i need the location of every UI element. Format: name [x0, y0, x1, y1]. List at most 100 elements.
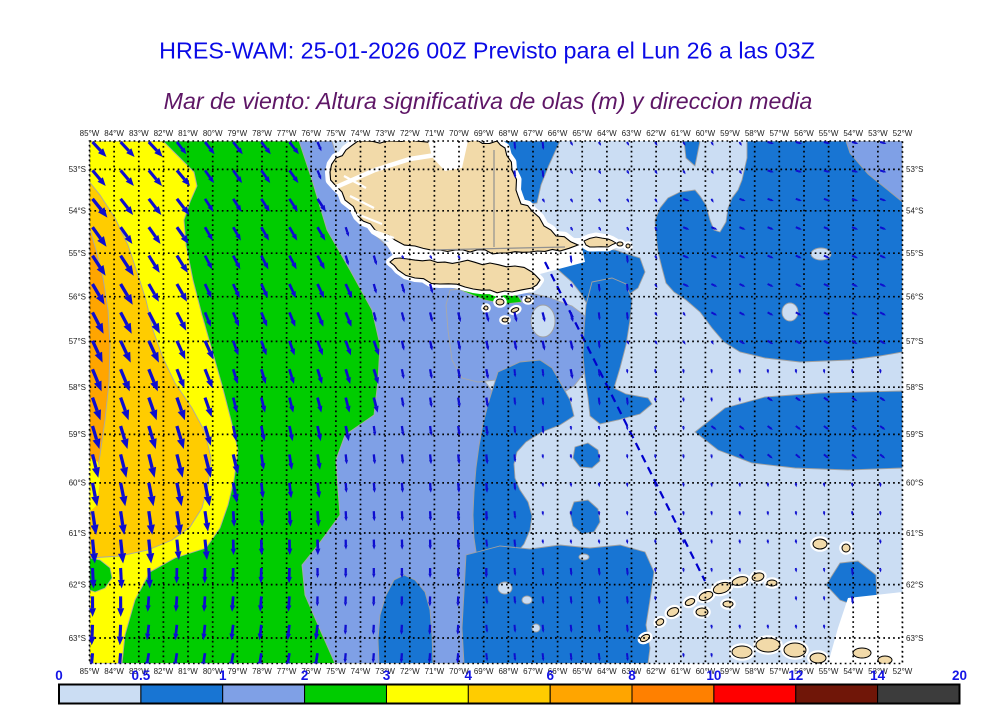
svg-text:80°W: 80°W: [203, 667, 223, 676]
svg-text:63°W: 63°W: [622, 667, 642, 676]
svg-text:60°S: 60°S: [906, 479, 923, 488]
svg-text:69°W: 69°W: [474, 129, 494, 138]
svg-text:63°W: 63°W: [622, 129, 642, 138]
svg-text:60°W: 60°W: [696, 129, 716, 138]
svg-text:70°W: 70°W: [449, 667, 469, 676]
svg-text:55°S: 55°S: [69, 249, 86, 258]
svg-text:59°W: 59°W: [720, 129, 740, 138]
svg-text:56°S: 56°S: [906, 293, 923, 302]
svg-text:82°W: 82°W: [154, 667, 174, 676]
svg-text:62°W: 62°W: [646, 667, 666, 676]
svg-text:63°S: 63°S: [906, 634, 923, 643]
svg-text:12: 12: [788, 668, 803, 683]
svg-text:52°W: 52°W: [893, 129, 913, 138]
svg-text:76°W: 76°W: [301, 667, 321, 676]
svg-text:61°S: 61°S: [69, 529, 86, 538]
svg-text:68°W: 68°W: [498, 667, 518, 676]
svg-text:73°W: 73°W: [375, 667, 395, 676]
svg-text:53°W: 53°W: [868, 129, 888, 138]
svg-text:67°W: 67°W: [523, 129, 543, 138]
svg-text:75°W: 75°W: [326, 667, 346, 676]
svg-text:59°S: 59°S: [69, 430, 86, 439]
svg-text:74°W: 74°W: [351, 129, 371, 138]
svg-text:56°S: 56°S: [69, 293, 86, 302]
svg-text:60°S: 60°S: [69, 479, 86, 488]
svg-text:57°S: 57°S: [906, 337, 923, 346]
svg-text:66°W: 66°W: [548, 667, 568, 676]
svg-text:83°W: 83°W: [129, 129, 149, 138]
svg-text:6: 6: [546, 668, 554, 683]
svg-text:57°W: 57°W: [769, 129, 789, 138]
svg-text:59°S: 59°S: [906, 430, 923, 439]
svg-text:71°W: 71°W: [425, 667, 445, 676]
svg-text:3: 3: [383, 668, 391, 683]
svg-text:53°S: 53°S: [906, 165, 923, 174]
svg-text:77°W: 77°W: [277, 667, 297, 676]
svg-text:77°W: 77°W: [277, 129, 297, 138]
svg-text:80°W: 80°W: [203, 129, 223, 138]
svg-text:76°W: 76°W: [301, 129, 321, 138]
svg-text:79°W: 79°W: [227, 129, 247, 138]
svg-text:54°S: 54°S: [906, 207, 923, 216]
svg-text:79°W: 79°W: [227, 667, 247, 676]
svg-text:72°W: 72°W: [400, 667, 420, 676]
svg-text:52°W: 52°W: [893, 667, 913, 676]
svg-text:56°W: 56°W: [794, 667, 814, 676]
svg-text:73°W: 73°W: [375, 129, 395, 138]
svg-text:85°W: 85°W: [80, 667, 100, 676]
svg-text:70°W: 70°W: [449, 129, 469, 138]
svg-text:4: 4: [465, 668, 473, 683]
svg-text:67°W: 67°W: [523, 667, 543, 676]
svg-text:65°W: 65°W: [572, 129, 592, 138]
svg-text:53°W: 53°W: [868, 667, 888, 676]
svg-text:55°W: 55°W: [819, 667, 839, 676]
svg-text:55°S: 55°S: [906, 249, 923, 258]
svg-text:82°W: 82°W: [154, 129, 174, 138]
svg-text:84°W: 84°W: [104, 667, 124, 676]
svg-text:57°W: 57°W: [769, 667, 789, 676]
svg-text:14: 14: [870, 668, 886, 683]
svg-text:83°W: 83°W: [129, 667, 149, 676]
svg-text:60°W: 60°W: [696, 667, 716, 676]
svg-text:53°S: 53°S: [69, 165, 86, 174]
svg-text:62°W: 62°W: [646, 129, 666, 138]
svg-text:58°S: 58°S: [69, 383, 86, 392]
svg-text:84°W: 84°W: [104, 129, 124, 138]
svg-text:61°W: 61°W: [671, 667, 691, 676]
svg-text:57°S: 57°S: [69, 337, 86, 346]
svg-text:58°S: 58°S: [906, 383, 923, 392]
svg-text:1: 1: [219, 668, 227, 683]
svg-text:65°W: 65°W: [572, 667, 592, 676]
svg-text:75°W: 75°W: [326, 129, 346, 138]
svg-text:78°W: 78°W: [252, 667, 272, 676]
svg-text:85°W: 85°W: [80, 129, 100, 138]
svg-text:81°W: 81°W: [178, 129, 198, 138]
svg-text:55°W: 55°W: [819, 129, 839, 138]
svg-text:2: 2: [301, 668, 309, 683]
svg-text:63°S: 63°S: [69, 634, 86, 643]
svg-text:62°S: 62°S: [906, 580, 923, 589]
svg-text:0.5: 0.5: [132, 668, 151, 683]
svg-text:74°W: 74°W: [351, 667, 371, 676]
svg-text:81°W: 81°W: [178, 667, 198, 676]
svg-text:68°W: 68°W: [498, 129, 518, 138]
svg-text:20: 20: [952, 668, 967, 683]
svg-text:54°S: 54°S: [69, 207, 86, 216]
svg-text:8: 8: [628, 668, 636, 683]
svg-text:61°W: 61°W: [671, 129, 691, 138]
svg-text:54°W: 54°W: [843, 667, 863, 676]
svg-text:66°W: 66°W: [548, 129, 568, 138]
svg-text:56°W: 56°W: [794, 129, 814, 138]
svg-text:62°S: 62°S: [69, 580, 86, 589]
svg-text:71°W: 71°W: [425, 129, 445, 138]
svg-text:59°W: 59°W: [720, 667, 740, 676]
svg-text:10: 10: [706, 668, 721, 683]
svg-text:69°W: 69°W: [474, 667, 494, 676]
svg-text:78°W: 78°W: [252, 129, 272, 138]
svg-text:54°W: 54°W: [843, 129, 863, 138]
svg-text:0: 0: [55, 668, 63, 683]
svg-text:61°S: 61°S: [906, 529, 923, 538]
svg-text:72°W: 72°W: [400, 129, 420, 138]
svg-text:Mar de viento: Altura signific: Mar de viento: Altura significativa de o…: [164, 88, 813, 114]
svg-text:58°W: 58°W: [745, 129, 765, 138]
